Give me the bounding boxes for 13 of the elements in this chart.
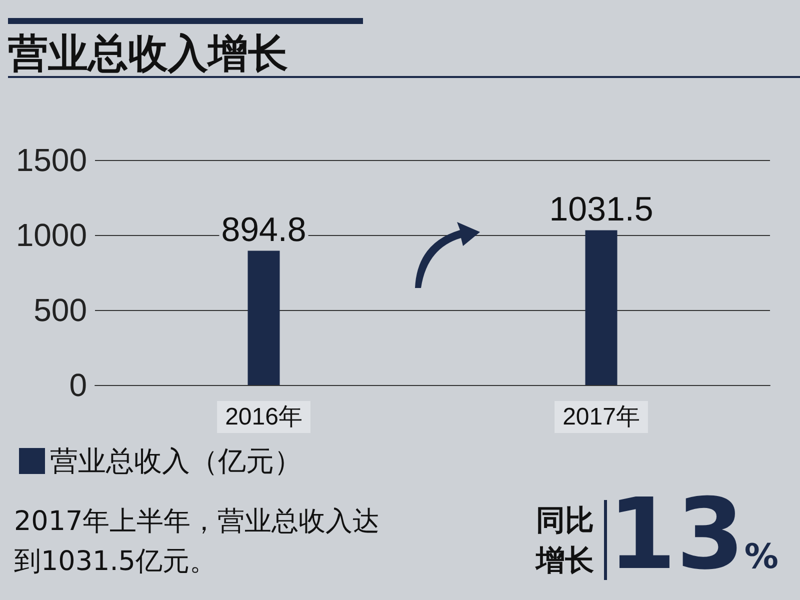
y-tick-label: 1500 [16,142,87,178]
x-tick-label: 2017年 [562,404,640,430]
x-tick-label: 2016年 [225,404,302,430]
data-label: 1031.5 [549,190,654,228]
y-tick-label: 1000 [16,217,87,253]
text: 13% [608,478,778,592]
text: 2017年上半年，营业总收入达到1031.5亿元。 [14,505,381,579]
text: 同比增长 [536,500,607,580]
y-tick-label: 0 [69,367,87,403]
legend-label: 营业总收入（亿元） [50,446,302,476]
data-label: 894.8 [221,210,306,249]
y-tick-label: 500 [34,292,87,328]
chart-title: 营业总收入增长 [8,18,363,81]
